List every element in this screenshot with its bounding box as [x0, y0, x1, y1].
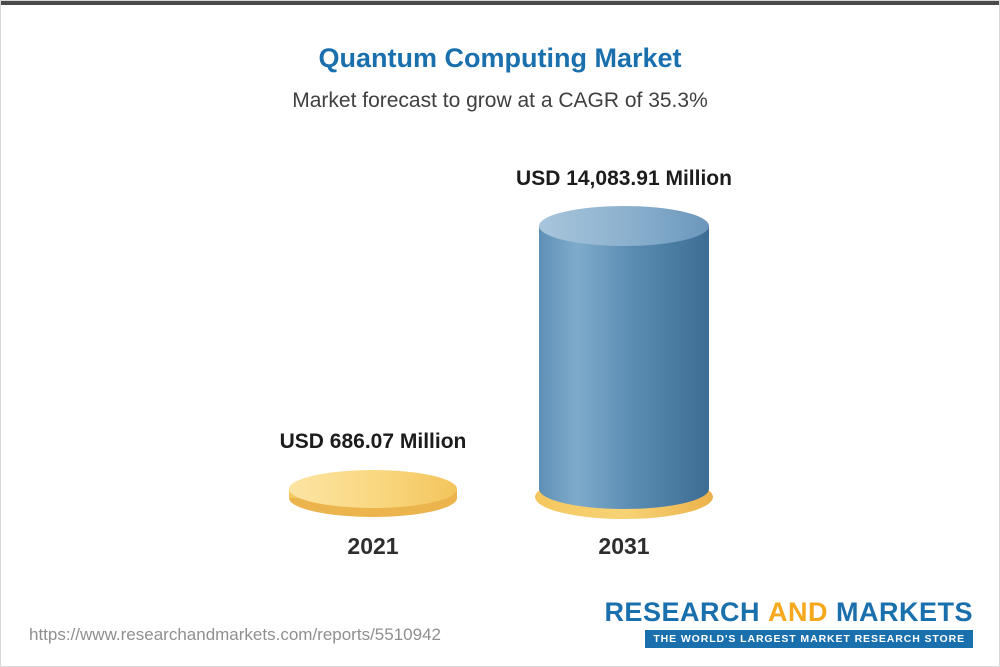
- bar-2031-cylinder: [539, 206, 709, 509]
- top-border: [1, 1, 999, 5]
- logo-word-and: AND: [767, 597, 828, 627]
- logo-word-markets: MARKETS: [836, 597, 973, 627]
- source-url: https://www.researchandmarkets.com/repor…: [29, 625, 441, 644]
- value-label-2021: USD 686.07 Million: [279, 430, 467, 453]
- bar-2021-cylinder: [289, 470, 457, 517]
- research-and-markets-logo: RESEARCH AND MARKETS THE WORLD'S LARGEST…: [604, 599, 973, 648]
- chart-title: Quantum Computing Market: [318, 43, 682, 73]
- category-label-2021: 2021: [347, 533, 399, 559]
- logo-tagline: THE WORLD'S LARGEST MARKET RESEARCH STOR…: [645, 630, 973, 648]
- chart-subtitle: Market forecast to grow at a CAGR of 35.…: [292, 89, 708, 112]
- logo-wordmark: RESEARCH AND MARKETS: [604, 599, 973, 626]
- value-label-2031: USD 14,083.91 Million: [516, 167, 732, 190]
- logo-word-research: RESEARCH: [604, 597, 760, 627]
- category-label-2031: 2031: [598, 533, 650, 559]
